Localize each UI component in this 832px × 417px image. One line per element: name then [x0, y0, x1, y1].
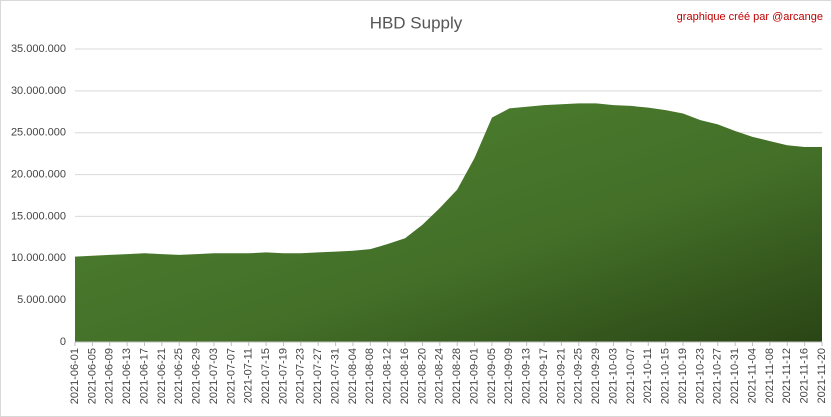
x-tick-label: 2021-10-03: [607, 348, 619, 404]
x-tick-label: 2021-11-04: [746, 348, 758, 403]
annotation: graphique créé par @arcange: [677, 11, 823, 23]
x-tick-label: 2021-10-31: [729, 348, 741, 404]
x-tick-label: 2021-08-28: [451, 348, 463, 404]
y-tick-label: 10.000.000: [11, 252, 66, 264]
x-tick-label: 2021-11-20: [816, 348, 828, 403]
chart-title: HBD Supply: [370, 13, 463, 32]
x-tick-label: 2021-09-29: [590, 348, 602, 404]
x-tick-label: 2021-09-21: [555, 348, 567, 404]
x-tick-label: 2021-08-08: [364, 348, 376, 404]
x-tick-label: 2021-08-12: [382, 348, 394, 404]
x-tick-label: 2021-09-01: [468, 348, 480, 404]
x-tick-label: 2021-09-13: [521, 348, 533, 404]
y-tick-label: 35.000.000: [11, 43, 66, 55]
x-tick-label: 2021-07-27: [312, 348, 324, 404]
x-tick-label: 2021-11-16: [799, 348, 811, 403]
x-tick-label: 2021-10-19: [677, 348, 689, 404]
x-tick-label: 2021-07-23: [295, 348, 307, 404]
x-tick-label: 2021-06-29: [191, 348, 203, 404]
x-tick-label: 2021-06-01: [69, 348, 81, 404]
x-tick-label: 2021-06-05: [86, 348, 98, 404]
x-tick-label: 2021-06-17: [138, 348, 150, 404]
x-tick-label: 2021-09-05: [486, 348, 498, 404]
y-tick-label: 15.000.000: [11, 210, 66, 222]
x-tick-label: 2021-09-25: [573, 348, 585, 404]
x-tick-label: 2021-07-11: [243, 348, 255, 403]
x-tick-label: 2021-10-07: [625, 348, 637, 404]
x-tick-label: 2021-07-15: [260, 348, 272, 404]
x-tick-label: 2021-06-21: [156, 348, 168, 404]
x-tick-label: 2021-08-16: [399, 348, 411, 404]
x-tick-label: 2021-10-11: [642, 348, 654, 403]
area: [75, 103, 822, 343]
x-tick-label: 2021-10-27: [712, 348, 724, 404]
x-tick-label: 2021-07-03: [208, 348, 220, 404]
x-tick-label: 2021-07-19: [277, 348, 289, 404]
x-tick-label: 2021-06-13: [121, 348, 133, 404]
y-tick-label: 0: [60, 336, 66, 348]
x-tick-label: 2021-07-31: [329, 348, 341, 404]
x-tick-label: 2021-06-25: [173, 348, 185, 404]
x-tick-label: 2021-07-07: [225, 348, 237, 404]
x-tick-label: 2021-11-12: [781, 348, 793, 403]
x-tick-label: 2021-09-09: [503, 348, 515, 404]
y-tick-label: 20.000.000: [11, 168, 66, 180]
x-tick-label: 2021-10-23: [694, 348, 706, 404]
x-tick-label: 2021-08-24: [434, 348, 446, 404]
y-tick-label: 30.000.000: [11, 85, 66, 97]
x-tick-label: 2021-06-09: [104, 348, 116, 404]
x-tick-label: 2021-08-04: [347, 348, 359, 404]
y-tick-label: 25.000.000: [11, 127, 66, 139]
x-tick-label: 2021-11-08: [764, 348, 776, 403]
x-tick-label: 2021-09-17: [538, 348, 550, 404]
x-tick-label: 2021-10-15: [660, 348, 672, 404]
y-tick-label: 5.000.000: [17, 294, 66, 306]
x-tick-label: 2021-08-20: [416, 348, 428, 404]
